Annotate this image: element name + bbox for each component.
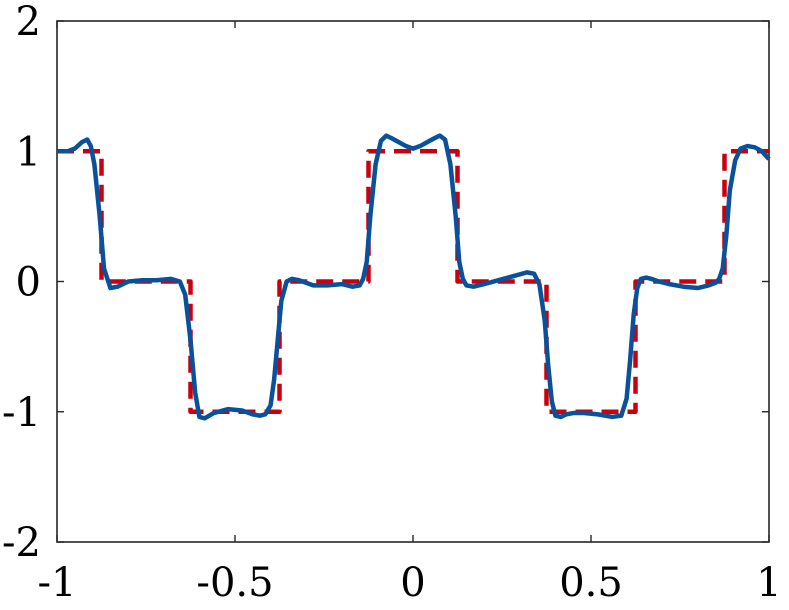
y-tick-label: -2: [2, 520, 41, 566]
x-axis-tick-labels: -1 -0.5 0 0.5 1: [38, 560, 782, 606]
x-tick-label: -1: [38, 560, 77, 606]
y-tick-label: 2: [16, 0, 41, 45]
y-tick-label: 0: [16, 260, 41, 306]
x-tick-label: 1: [756, 560, 781, 606]
series-layer: [57, 133, 771, 421]
y-axis-tick-labels: -2 -1 0 1 2: [2, 0, 41, 566]
x-tick-label: 0.5: [559, 560, 623, 606]
series-line-solid: [57, 133, 771, 421]
x-tick-label: -0.5: [196, 560, 273, 606]
plot-area: [56, 20, 771, 543]
y-tick-label: -1: [2, 390, 41, 436]
y-tick-label: 1: [16, 129, 41, 175]
x-tick-label: 0: [400, 560, 425, 606]
x-axis-ticks: [56, 21, 770, 542]
